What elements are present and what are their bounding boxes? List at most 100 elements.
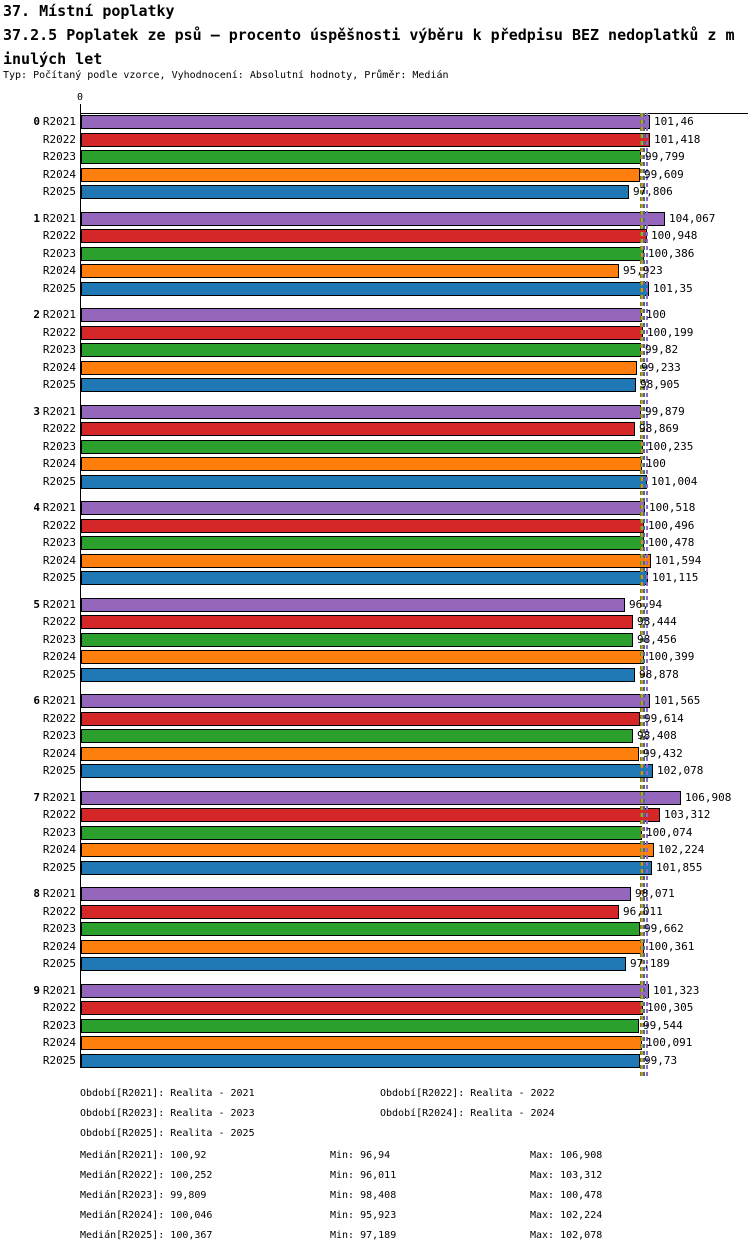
bar-R2024-group-2 xyxy=(81,361,637,375)
stat-max-R2025: Max: 102,078 xyxy=(530,1230,603,1241)
series-row-label: R2023 xyxy=(42,247,76,260)
stat-max-R2021: Max: 106,908 xyxy=(530,1150,603,1161)
series-row-label: R2024 xyxy=(42,1036,76,1049)
bar-value-label: 102,224 xyxy=(658,843,705,856)
series-row-label: R2021 xyxy=(42,115,76,128)
stat-max-R2024: Max: 102,224 xyxy=(530,1210,603,1221)
bar-R2025-group-6 xyxy=(81,764,653,778)
bar-R2023-group-9 xyxy=(81,1019,639,1033)
bar-value-label: 100,948 xyxy=(651,229,698,242)
bar-R2021-group-0 xyxy=(81,115,650,129)
group-label: 2 xyxy=(33,308,40,321)
bar-value-label: 99,73 xyxy=(644,1054,678,1067)
legend-period-R2021: Období[R2021]: Realita - 2021 xyxy=(80,1088,255,1099)
bar-R2022-group-0 xyxy=(81,133,650,147)
stat-median-R2025: Medián[R2025]: 100,367 xyxy=(80,1230,213,1241)
bar-R2024-group-0 xyxy=(81,168,640,182)
bar-value-label: 101,565 xyxy=(654,694,701,707)
bar-value-label: 99,614 xyxy=(644,712,684,725)
bar-value-label: 99,233 xyxy=(641,361,681,374)
bar-R2021-group-3 xyxy=(81,405,641,419)
series-row-label: R2025 xyxy=(42,378,76,391)
bar-R2024-group-3 xyxy=(81,457,642,471)
bar-R2022-group-6 xyxy=(81,712,640,726)
series-row-label: R2025 xyxy=(42,1054,76,1067)
bar-R2025-group-0 xyxy=(81,185,629,199)
legend-period-R2024: Období[R2024]: Realita - 2024 xyxy=(380,1108,555,1119)
series-row-label: R2024 xyxy=(42,650,76,663)
bar-value-label: 100,399 xyxy=(648,650,695,663)
bar-R2024-group-4 xyxy=(81,554,651,568)
bar-R2022-group-3 xyxy=(81,422,635,436)
group-label: 9 xyxy=(33,984,40,997)
series-row-label: R2025 xyxy=(42,571,76,584)
series-row-label: R2022 xyxy=(42,905,76,918)
series-row-label: R2024 xyxy=(42,747,76,760)
group-label: 0 xyxy=(33,115,40,128)
bar-R2024-group-7 xyxy=(81,843,654,857)
bar-value-label: 101,418 xyxy=(654,133,701,146)
bar-R2021-group-5 xyxy=(81,598,625,612)
series-row-label: R2023 xyxy=(42,1019,76,1032)
series-row-label: R2023 xyxy=(42,729,76,742)
bar-value-label: 100,091 xyxy=(646,1036,693,1049)
axis-origin-label: 0 xyxy=(76,92,84,103)
bar-value-label: 99,432 xyxy=(643,747,683,760)
stat-median-R2022: Medián[R2022]: 100,252 xyxy=(80,1170,213,1181)
bar-R2022-group-8 xyxy=(81,905,619,919)
bar-R2023-group-0 xyxy=(81,150,641,164)
bar-value-label: 100,074 xyxy=(646,826,693,839)
bar-R2023-group-6 xyxy=(81,729,633,743)
bar-R2021-group-4 xyxy=(81,501,645,515)
report-title-line2: 37.2.5 Poplatek ze psů – procento úspěšn… xyxy=(3,26,735,44)
bar-value-label: 98,905 xyxy=(640,378,680,391)
series-row-label: R2024 xyxy=(42,554,76,567)
bar-R2023-group-3 xyxy=(81,440,643,454)
group-label: 5 xyxy=(33,598,40,611)
bar-value-label: 100,235 xyxy=(647,440,694,453)
group-label: 7 xyxy=(33,791,40,804)
bar-value-label: 100 xyxy=(646,457,666,470)
group-label: 4 xyxy=(33,501,40,514)
bar-R2021-group-9 xyxy=(81,984,649,998)
series-row-label: R2025 xyxy=(42,475,76,488)
series-row-label: R2021 xyxy=(42,212,76,225)
bar-R2021-group-8 xyxy=(81,887,631,901)
bar-value-label: 98,444 xyxy=(637,615,677,628)
bar-R2021-group-1 xyxy=(81,212,665,226)
bar-R2023-group-2 xyxy=(81,343,641,357)
series-row-label: R2024 xyxy=(42,264,76,277)
series-row-label: R2024 xyxy=(42,457,76,470)
group-label: 1 xyxy=(33,212,40,225)
bar-R2021-group-6 xyxy=(81,694,650,708)
median-line-R2025 xyxy=(643,113,645,1077)
stat-median-R2023: Medián[R2023]: 99,809 xyxy=(80,1190,207,1201)
bar-R2025-group-5 xyxy=(81,668,635,682)
bar-value-label: 99,799 xyxy=(645,150,685,163)
series-row-label: R2025 xyxy=(42,957,76,970)
series-row-label: R2025 xyxy=(42,282,76,295)
stat-max-R2022: Max: 103,312 xyxy=(530,1170,603,1181)
bar-value-label: 102,078 xyxy=(657,764,704,777)
bar-R2022-group-9 xyxy=(81,1001,643,1015)
bar-R2024-group-5 xyxy=(81,650,644,664)
bar-value-label: 98,456 xyxy=(637,633,677,646)
series-row-label: R2021 xyxy=(42,405,76,418)
stat-min-R2024: Min: 95,923 xyxy=(330,1210,397,1221)
series-row-label: R2024 xyxy=(42,843,76,856)
bar-R2023-group-8 xyxy=(81,922,640,936)
bar-value-label: 99,879 xyxy=(645,405,685,418)
report-subtitle: Typ: Počítaný podle vzorce, Vyhodnocení:… xyxy=(3,70,449,81)
group-label: 6 xyxy=(33,694,40,707)
series-row-label: R2021 xyxy=(42,308,76,321)
stat-min-R2023: Min: 98,408 xyxy=(330,1190,397,1201)
bar-value-label: 97,189 xyxy=(630,957,670,970)
bar-R2022-group-1 xyxy=(81,229,647,243)
series-row-label: R2021 xyxy=(42,791,76,804)
series-row-label: R2022 xyxy=(42,422,76,435)
series-row-label: R2024 xyxy=(42,940,76,953)
bar-value-label: 100,496 xyxy=(648,519,695,532)
legend-period-R2023: Období[R2023]: Realita - 2023 xyxy=(80,1108,255,1119)
series-row-label: R2023 xyxy=(42,536,76,549)
bar-R2025-group-7 xyxy=(81,861,652,875)
